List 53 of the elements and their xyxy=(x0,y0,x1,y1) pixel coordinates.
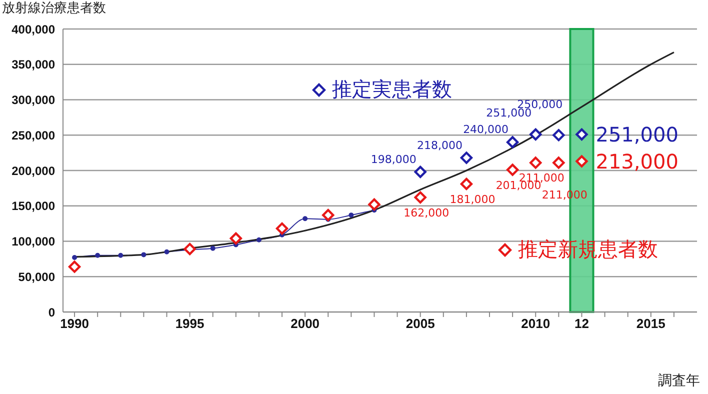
point xyxy=(68,260,81,273)
point xyxy=(276,222,288,235)
x-tick-label: 1995 xyxy=(175,316,204,332)
data-label: 251,000 xyxy=(596,122,678,146)
point xyxy=(118,252,124,258)
y-tick-label: 150,000 xyxy=(12,199,56,214)
x-axis-title: 調査年 xyxy=(658,372,700,390)
point xyxy=(576,155,588,168)
point xyxy=(322,208,334,222)
point xyxy=(460,152,473,164)
point xyxy=(95,252,100,258)
point xyxy=(552,156,565,169)
x-tick-label: 2010 xyxy=(521,316,550,332)
point xyxy=(230,232,242,245)
x-tick-label: 1990 xyxy=(60,316,89,332)
y-tick-label: 400,000 xyxy=(12,22,56,36)
y-tick-label: 350,000 xyxy=(12,58,56,72)
data-label: 240,000 xyxy=(463,123,509,136)
y-axis-title: 放射線治療患者数 xyxy=(2,1,106,17)
data-label: 181,000 xyxy=(450,192,496,206)
x-tick-label: 2005 xyxy=(406,316,435,332)
y-tick-label: 300,000 xyxy=(12,93,56,108)
point xyxy=(348,212,354,218)
point xyxy=(460,178,473,190)
point xyxy=(141,252,146,258)
point xyxy=(576,128,588,141)
point xyxy=(210,246,216,251)
point xyxy=(506,164,519,176)
y-tick-label: 200,000 xyxy=(12,164,56,178)
legend-label: 推定実患者数 xyxy=(332,76,452,103)
point xyxy=(530,156,542,169)
x-tick-label: 12 xyxy=(574,316,589,332)
point xyxy=(414,191,426,204)
point xyxy=(164,249,170,254)
x-tick-label: 2000 xyxy=(290,316,320,332)
point xyxy=(414,166,426,178)
x-tick-label: 2015 xyxy=(636,316,666,332)
y-tick-label: 0 xyxy=(48,305,56,320)
data-label: 218,000 xyxy=(416,138,462,152)
point xyxy=(256,237,262,242)
y-tick-label: 100,000 xyxy=(12,234,56,249)
y-tick-label: 250,000 xyxy=(12,128,56,142)
point xyxy=(506,136,519,148)
y-tick-label: 50,000 xyxy=(18,270,56,284)
point xyxy=(530,128,542,141)
point xyxy=(552,129,565,142)
point xyxy=(184,242,196,256)
point xyxy=(302,216,308,222)
point xyxy=(368,198,380,211)
point xyxy=(72,255,78,260)
data-label: 198,000 xyxy=(370,152,416,166)
data-label: 162,000 xyxy=(404,206,450,220)
data-label: 213,000 xyxy=(596,149,678,174)
